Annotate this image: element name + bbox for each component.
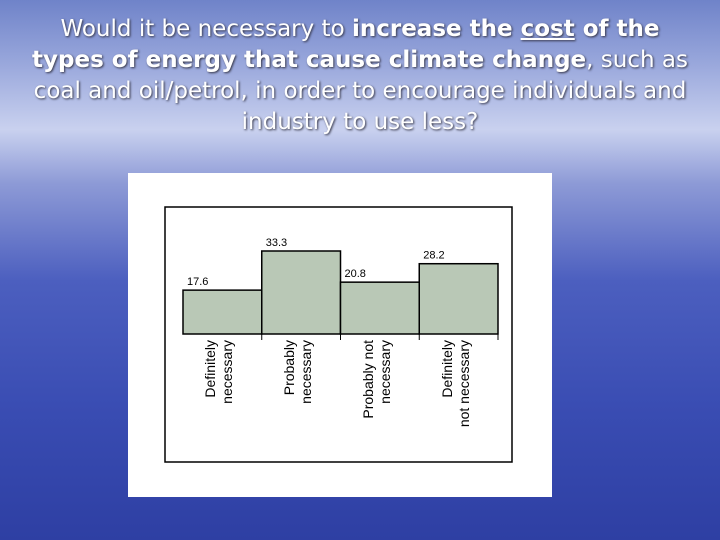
x-tick-label: Probably necessary	[281, 340, 315, 404]
chart: 17.6 33.3 20.8 28.2	[164, 206, 513, 463]
bar	[182, 289, 263, 335]
plot-frame	[164, 206, 513, 463]
bar	[418, 262, 499, 335]
x-tick-label: Definitely necessary	[202, 340, 236, 404]
x-tick-label: Definitely not necessary	[438, 340, 472, 428]
title-part: cost	[520, 16, 575, 42]
title-part: of the types of energy that cause climat…	[32, 16, 660, 73]
title-part: increase the	[351, 16, 521, 42]
value-label: 28.2	[423, 250, 444, 262]
bar	[261, 250, 342, 335]
bar	[339, 281, 420, 335]
x-tick-label: Probably not necessary	[359, 340, 393, 419]
title-part: , such as coal and oil/petrol, in order …	[33, 47, 688, 135]
chart-panel: 17.6 33.3 20.8 28.2 Definitely necessary Pro…	[128, 173, 552, 497]
value-label: 20.8	[345, 268, 366, 280]
value-label: 17.6	[187, 276, 208, 288]
slide-title: Would it be necessary to increase the co…	[30, 14, 690, 138]
value-label: 33.3	[266, 237, 287, 249]
title-part: Would it be necessary to	[60, 16, 352, 42]
